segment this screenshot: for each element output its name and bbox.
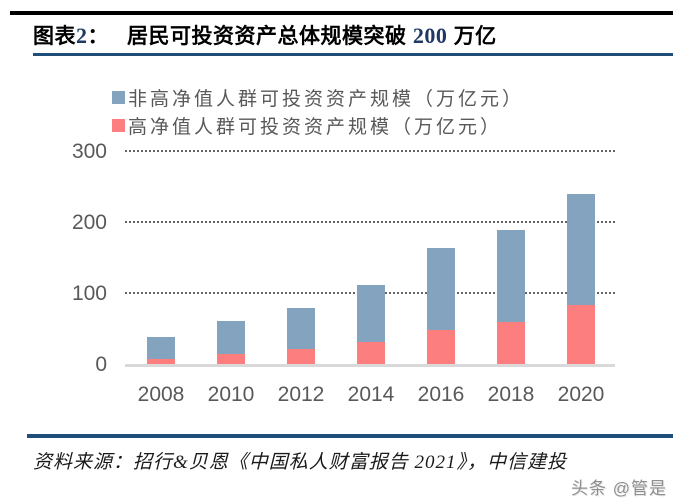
legend-swatch-blue-icon: [112, 90, 125, 104]
stacked-bar-2010: [217, 320, 245, 365]
stacked-bar-2014: [357, 285, 385, 365]
bar-segment: [357, 342, 385, 365]
bar-segment: [497, 229, 525, 322]
bar-segment: [497, 321, 525, 365]
x-tick-label: 2010: [207, 383, 255, 406]
bar-segment: [427, 330, 455, 365]
x-axis-baseline: [125, 364, 615, 367]
bar-segment: [287, 349, 315, 365]
bar-segment: [217, 354, 245, 365]
stacked-bar-2012: [287, 308, 315, 365]
legend-item-hnw: 高净值人群可投资资产规模（万亿元）: [112, 113, 524, 138]
legend-swatch-red-icon: [112, 118, 125, 132]
gridline-300: [125, 150, 615, 152]
title-number: 200: [412, 23, 448, 48]
figure-number: 2: [76, 23, 88, 48]
stacked-bar-2018: [497, 229, 525, 365]
legend-label: 高净值人群可投资资产规模（万亿元）: [128, 116, 503, 138]
bar-segment: [147, 337, 175, 359]
bar-segment: [357, 285, 385, 343]
y-tick-label: 0: [95, 353, 107, 376]
source-citation: 资料来源：招行&贝恩《中国私人财富报告 2021》，中信建投: [33, 452, 568, 473]
y-tick-label: 300: [71, 139, 107, 163]
watermark-text: 头条 @管是: [571, 479, 667, 498]
figure-title: 图表2： 居民可投资资产总体规模突破 200 万亿: [33, 20, 669, 50]
x-tick-label: 2012: [277, 383, 325, 406]
stacked-bar-2020: [567, 193, 595, 365]
y-tick-label: 100: [71, 281, 107, 305]
legend-label: 非高净值人群可投资资产规模（万亿元）: [128, 88, 525, 110]
legend-item-non-hnw: 非高净值人群可投资资产规模（万亿元）: [112, 85, 525, 110]
y-tick-label: 200: [71, 210, 107, 234]
x-tick-label: 2014: [347, 383, 395, 406]
bar-segment: [287, 308, 315, 350]
bar-segment: [217, 320, 245, 355]
x-tick-label: 2020: [557, 383, 605, 406]
title-underline-rule: [33, 53, 673, 56]
bar-segment: [147, 358, 175, 365]
title-unit: 万亿: [453, 25, 497, 48]
bottom-divider-rule: [27, 434, 673, 438]
x-tick-label: 2018: [487, 383, 535, 406]
bar-segment: [567, 305, 595, 365]
gridline-200: [125, 221, 615, 224]
bar-segment: [427, 247, 455, 331]
x-tick-label: 2016: [417, 383, 465, 406]
stacked-bar-2016: [427, 247, 455, 365]
bar-segment: [567, 193, 595, 306]
title-text: 居民可投资资产总体规模突破: [127, 25, 407, 48]
x-tick-label: 2008: [137, 383, 185, 406]
figure-label-prefix: 图表: [33, 25, 76, 48]
top-divider-bar: [10, 11, 673, 15]
chart-legend: 非高净值人群可投资资产规模（万亿元） 高净值人群可投资资产规模（万亿元）: [112, 85, 524, 141]
figure-label-colon: ：: [87, 25, 109, 48]
stacked-bar-2008: [147, 337, 175, 365]
plot-area: [125, 150, 615, 365]
